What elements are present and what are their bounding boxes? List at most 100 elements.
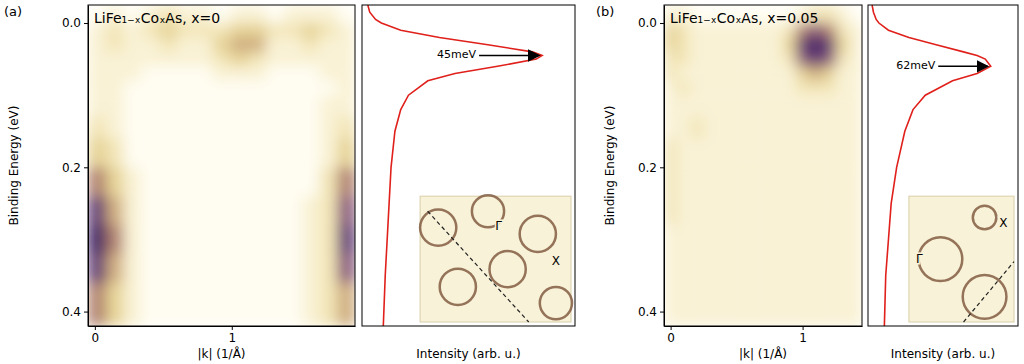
intensity-cell [177,167,195,196]
intensity-cell [195,225,213,254]
plot-area [368,5,542,326]
inset-cut [964,262,1014,322]
intensity-cell [195,167,213,196]
intensity-cell [664,52,678,67]
intensity-cell [230,5,248,24]
intensity-cell [230,52,248,67]
intensity-cell [141,37,159,52]
intensity-cell [836,66,850,81]
intensity-cell [849,167,862,196]
intensity-cell [106,37,124,52]
intensity-cell [177,117,195,139]
intensity-cell [319,254,337,283]
intensity-cell [730,37,744,52]
intensity-cell [756,138,770,167]
intensity-cell [266,196,284,225]
intensity-cell [730,254,744,283]
intensity-cell [195,254,213,283]
inset-pocket [919,237,963,281]
intensity-cell [690,52,704,67]
panel-title: LiFe₁₋ₓCoₓAs, x=0 [94,10,220,26]
intensity-cell [159,52,177,67]
intensity-cell [717,138,731,167]
y-axis-line [88,6,89,327]
intensity-cell [783,138,797,167]
intensity-cell [88,138,106,167]
intensity-cell [690,37,704,52]
intensity-cell [106,225,124,254]
intensity-cell [730,117,744,139]
intensity-cell [836,254,850,283]
intensity-cell [849,117,862,139]
plot-area [664,5,862,326]
panel-title: LiFe₁₋ₓCoₓAs, x=0.05 [670,10,818,26]
intensity-cell [677,167,691,196]
intensity-cell [717,167,731,196]
x-axis: 01 [665,326,863,345]
inset-background [909,196,1014,322]
intensity-cell [266,283,284,326]
inset: ΓX [909,196,1014,322]
intensity-cell [836,81,850,96]
x-axis-line [665,326,863,327]
x-axis-title: |k| (1/Å) [739,346,787,361]
intensity-cell [106,283,124,326]
intensity-cell [248,5,266,24]
intensity-cell [770,254,784,283]
intensity-cell [159,196,177,225]
intensity-cell [319,5,337,24]
intensity-cell [796,283,810,326]
intensity-cell [141,117,159,139]
intensity-cell [836,37,850,52]
intensity-cell [822,5,836,24]
y-tick: 0.0 [62,16,88,30]
intensity-cell [756,167,770,196]
intensity-cell [849,66,862,81]
intensity-cell [284,196,302,225]
intensity-cell [809,117,823,139]
intensity-cell [809,95,823,117]
intensity-cell [756,225,770,254]
intensity-cell [230,66,248,81]
intensity-cell [717,196,731,225]
intensity-map [664,5,862,326]
intensity-cell [159,225,177,254]
intensity-cell [730,52,744,67]
x-tick-label: 0 [92,331,100,345]
y-tick-mark [84,167,88,168]
intensity-cell [796,81,810,96]
y-tick: 0.2 [62,161,88,175]
intensity-cell [213,81,231,96]
y-axis-line [664,6,665,327]
intensity-cell [704,117,718,139]
x-tick: 1 [799,326,807,345]
intensity-cell [743,167,757,196]
intensity-cell [770,95,784,117]
intensity-cell [717,117,731,139]
inset-label: Γ [495,219,502,233]
intensity-cell [284,23,302,38]
intensity-cell [849,225,862,254]
y-axis-title: Binding Energy (eV) [603,106,617,226]
inset-pocket [420,209,456,245]
intensity-cell [177,196,195,225]
intensity-cell [124,81,142,96]
intensity-cell [809,66,823,81]
intensity-cell [141,81,159,96]
inset-pocket [973,206,997,230]
intensity-cell [106,52,124,67]
intensity-cell [141,95,159,117]
intensity-cell [704,37,718,52]
intensity-cell [106,196,124,225]
intensity-cell [770,167,784,196]
intensity-cell [319,81,337,96]
intensity-cell [302,23,320,38]
x-axis-title: |k| (1/Å) [197,346,245,361]
intensity-cell [783,81,797,96]
intensity-cell [822,254,836,283]
intensity-cell [159,138,177,167]
intensity-cell [783,52,797,67]
intensity-cell [195,81,213,96]
annotation: 45meV [437,48,476,61]
intensity-cell [337,5,355,24]
